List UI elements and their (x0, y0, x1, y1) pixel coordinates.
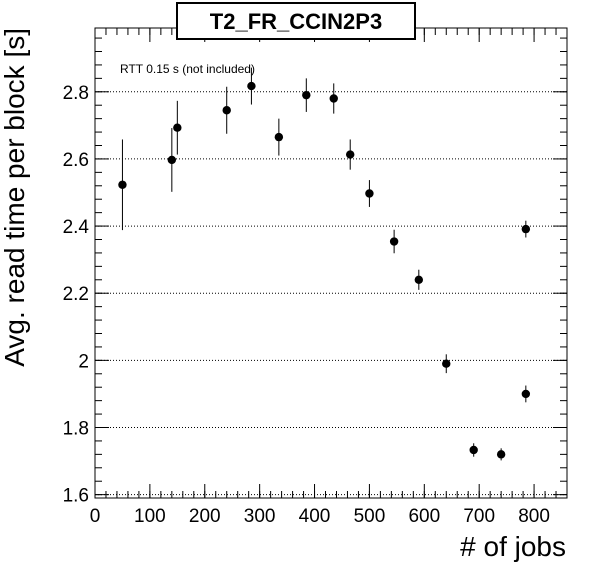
grid-lines (95, 91, 567, 496)
data-point (167, 155, 177, 165)
data-point (521, 224, 531, 234)
axis-ticks: 1.6 1.8 2 2.2 2.4 2.6 2.8 0 100 200 300 400 500 600 70… (63, 28, 568, 527)
y-axis-title: Avg. read time per block [s] (0, 28, 30, 367)
data-point (365, 189, 374, 198)
x-tick-label: 600 (408, 506, 440, 527)
x-tick-label: 100 (134, 506, 166, 527)
y-tick-label: 2.2 (63, 284, 89, 305)
x-tick-label: 200 (189, 506, 221, 527)
data-point (274, 132, 284, 142)
x-tick-label: 400 (299, 506, 331, 527)
y-tick-label: 2 (78, 351, 89, 372)
data-point (329, 94, 338, 103)
x-tick-label: 300 (244, 506, 276, 527)
y-tick-label: 1.6 (63, 486, 89, 507)
data-points (118, 67, 531, 461)
data-point (222, 106, 231, 115)
annotation-rtt: RTT 0.15 s (not included) (120, 62, 255, 76)
y-tick-label: 1.8 (63, 419, 89, 440)
x-tick-label: 0 (90, 506, 101, 527)
data-point (389, 237, 399, 246)
y-tick-label: 2.6 (63, 150, 89, 171)
y-tick-label: 2.4 (63, 217, 90, 238)
data-point (173, 123, 182, 132)
x-tick-label: 500 (354, 506, 386, 527)
data-point (346, 150, 355, 159)
data-point (442, 359, 451, 368)
data-point (247, 81, 256, 91)
data-point (302, 90, 311, 100)
x-axis-title: # of jobs (460, 531, 566, 562)
data-point (469, 445, 478, 455)
data-point (521, 389, 531, 399)
data-point (496, 450, 506, 459)
x-tick-label: 800 (518, 506, 550, 527)
chart-title: T2_FR_CCIN2P3 (210, 9, 382, 34)
x-tick-label: 700 (463, 506, 495, 527)
data-point (118, 180, 127, 189)
title-box (176, 2, 416, 40)
y-tick-label: 2.8 (63, 83, 89, 104)
data-point (414, 275, 424, 284)
